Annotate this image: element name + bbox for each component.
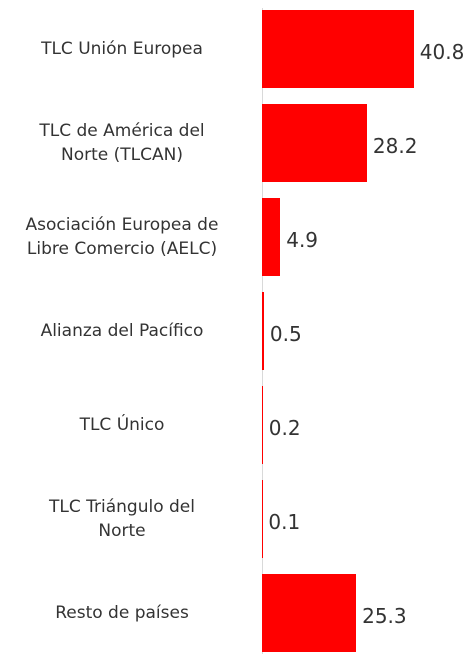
category-label: Resto de países: [55, 603, 189, 623]
bar: [262, 292, 264, 370]
bar: [262, 198, 281, 276]
data-label: 25.3: [362, 604, 407, 628]
bar: [262, 574, 357, 652]
data-label: 28.2: [372, 134, 418, 158]
category-label: Alianza del Pacífico: [40, 321, 204, 341]
bar: [262, 386, 263, 464]
bar: [262, 10, 414, 88]
data-label: 0.5: [269, 322, 302, 346]
data-label: 0.1: [268, 510, 301, 534]
data-label: 40.8: [419, 40, 465, 64]
data-label: 4.9: [286, 228, 319, 252]
data-label: 0.2: [268, 416, 301, 440]
category-label: TLC Único: [79, 415, 165, 435]
category-label: Asociación Europea de Libre Comercio (AE…: [25, 215, 219, 259]
bar: [262, 104, 367, 182]
category-label: TLC Unión Europea: [41, 39, 203, 59]
category-label: TLC Triángulo del Norte: [49, 497, 195, 541]
category-label: TLC de América del Norte (TLCAN): [39, 121, 205, 165]
